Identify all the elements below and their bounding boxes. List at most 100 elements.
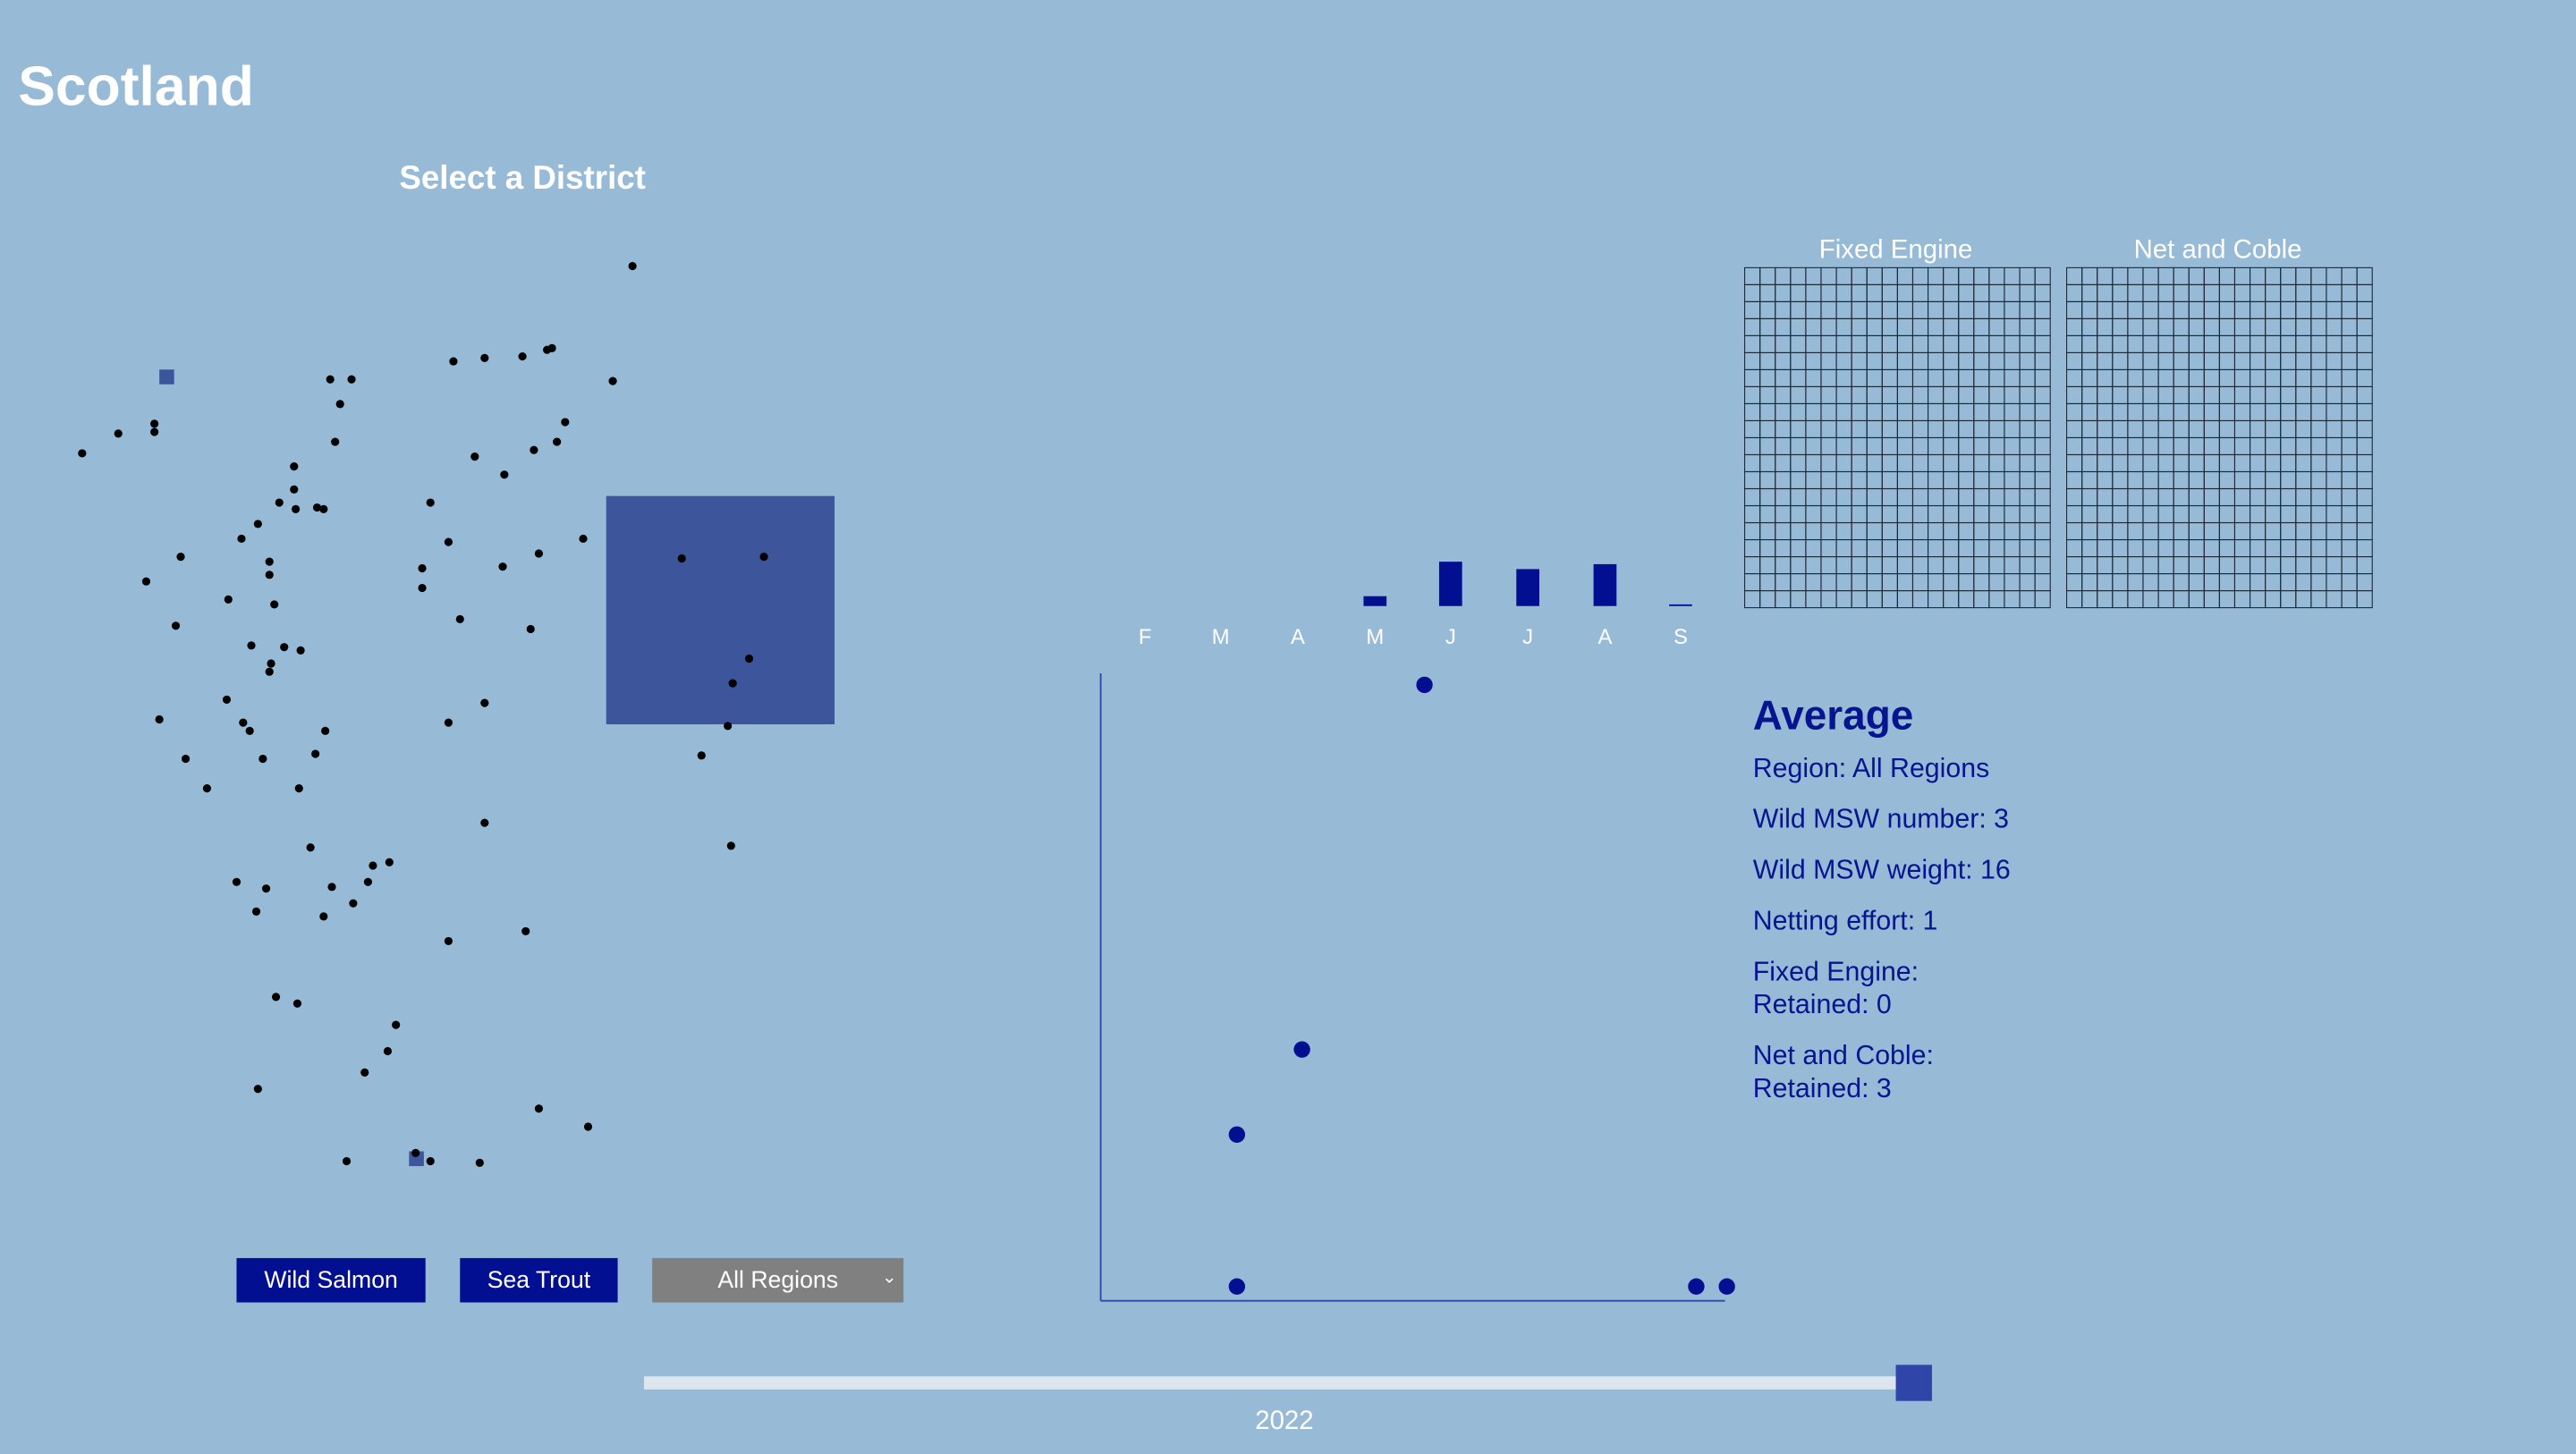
river-station-dot[interactable]	[347, 375, 356, 384]
river-station-dot[interactable]	[271, 993, 281, 1002]
river-station-dot[interactable]	[628, 261, 637, 271]
river-station-dot[interactable]	[270, 600, 279, 609]
river-station-dot[interactable]	[583, 1122, 593, 1131]
river-station-dot[interactable]	[239, 718, 248, 727]
river-station-dot[interactable]	[534, 1104, 544, 1113]
river-station-dot[interactable]	[724, 722, 733, 731]
year-slider-thumb[interactable]	[1895, 1365, 1932, 1401]
river-station-dot[interactable]	[253, 520, 262, 528]
river-station-dot[interactable]	[369, 861, 377, 870]
river-station-dot[interactable]	[726, 841, 735, 850]
river-station-dot[interactable]	[418, 563, 427, 573]
river-station-dot[interactable]	[697, 751, 706, 760]
river-station-dot[interactable]	[176, 553, 185, 562]
river-station-dot[interactable]	[311, 749, 320, 758]
river-station-dot[interactable]	[426, 1156, 435, 1166]
scatter-point[interactable]	[1718, 1278, 1735, 1295]
river-station-dot[interactable]	[150, 427, 159, 436]
river-station-dot[interactable]	[335, 400, 344, 409]
river-station-dot[interactable]	[579, 534, 588, 544]
year-slider-track[interactable]	[643, 1376, 1906, 1390]
river-station-dot[interactable]	[444, 537, 453, 546]
scatter-point[interactable]	[1228, 1278, 1246, 1295]
river-station-dot[interactable]	[78, 449, 87, 458]
river-station-dot[interactable]	[265, 667, 274, 676]
river-station-dot[interactable]	[411, 1148, 420, 1157]
river-station-dot[interactable]	[418, 583, 427, 593]
river-station-dot[interactable]	[677, 554, 686, 563]
river-station-dot[interactable]	[258, 754, 267, 764]
river-station-dot[interactable]	[306, 843, 315, 852]
scatter-point[interactable]	[1228, 1126, 1246, 1143]
river-station-dot[interactable]	[261, 884, 271, 893]
region-select[interactable]: All Regions ⌄	[652, 1257, 904, 1303]
river-station-dot[interactable]	[363, 877, 373, 886]
river-station-dot[interactable]	[296, 646, 305, 655]
river-station-dot[interactable]	[385, 858, 394, 866]
river-station-dot[interactable]	[265, 557, 274, 566]
river-station-dot[interactable]	[222, 695, 232, 705]
river-station-dot[interactable]	[202, 784, 212, 793]
river-station-dot[interactable]	[518, 351, 527, 361]
river-station-dot[interactable]	[449, 357, 458, 366]
river-station-dot[interactable]	[290, 485, 299, 494]
river-station-dot[interactable]	[498, 562, 507, 571]
river-station-dot[interactable]	[171, 621, 181, 630]
river-station-dot[interactable]	[475, 1158, 484, 1167]
river-station-dot[interactable]	[553, 437, 562, 446]
river-station-dot[interactable]	[392, 1020, 401, 1029]
river-station-dot[interactable]	[534, 549, 544, 558]
scatter-point[interactable]	[1416, 676, 1433, 694]
river-station-dot[interactable]	[426, 498, 435, 507]
river-station-dot[interactable]	[480, 818, 489, 827]
river-station-dot[interactable]	[360, 1068, 369, 1077]
river-station-dot[interactable]	[349, 899, 358, 908]
river-station-dot[interactable]	[728, 679, 737, 688]
river-station-dot[interactable]	[312, 503, 322, 512]
river-station-dot[interactable]	[470, 452, 479, 461]
river-station-dot[interactable]	[759, 553, 768, 562]
river-station-dot[interactable]	[444, 936, 453, 946]
sea-trout-button[interactable]: Sea Trout	[460, 1257, 618, 1303]
river-station-dot[interactable]	[321, 726, 330, 735]
river-station-dot[interactable]	[326, 375, 335, 384]
river-station-dot[interactable]	[141, 577, 151, 586]
month-bar[interactable]	[1438, 562, 1462, 606]
river-station-dot[interactable]	[319, 504, 328, 513]
river-station-dot[interactable]	[480, 698, 489, 707]
river-station-dot[interactable]	[247, 641, 256, 650]
river-station-dot[interactable]	[265, 571, 274, 579]
river-station-dot[interactable]	[267, 659, 275, 668]
scatter-point[interactable]	[1293, 1041, 1310, 1058]
month-bar[interactable]	[1516, 569, 1539, 606]
river-station-dot[interactable]	[500, 470, 509, 479]
wild-salmon-button[interactable]: Wild Salmon	[236, 1257, 426, 1303]
river-station-dot[interactable]	[521, 926, 530, 936]
river-station-dot[interactable]	[237, 534, 246, 544]
river-station-dot[interactable]	[608, 376, 617, 385]
river-station-dot[interactable]	[480, 353, 489, 362]
river-station-dot[interactable]	[292, 999, 302, 1008]
river-station-dot[interactable]	[290, 462, 299, 471]
river-station-dot[interactable]	[547, 343, 556, 352]
river-station-dot[interactable]	[280, 643, 289, 652]
river-station-dot[interactable]	[331, 437, 340, 446]
river-station-dot[interactable]	[327, 883, 336, 892]
selected-district[interactable]	[606, 495, 835, 724]
river-station-dot[interactable]	[744, 654, 754, 664]
river-station-dot[interactable]	[383, 1046, 393, 1056]
river-station-dot[interactable]	[455, 614, 464, 624]
river-station-dot[interactable]	[275, 498, 284, 507]
month-bar[interactable]	[1593, 563, 1617, 606]
river-station-dot[interactable]	[232, 877, 242, 886]
month-bar[interactable]	[1669, 604, 1692, 606]
river-station-dot[interactable]	[114, 429, 123, 438]
river-station-dot[interactable]	[342, 1156, 352, 1166]
river-station-dot[interactable]	[294, 784, 303, 793]
river-station-dot[interactable]	[561, 418, 570, 427]
river-station-dot[interactable]	[245, 726, 254, 735]
month-bar[interactable]	[1363, 596, 1387, 606]
river-station-dot[interactable]	[530, 445, 538, 454]
river-station-dot[interactable]	[150, 419, 159, 428]
river-station-dot[interactable]	[444, 718, 453, 727]
